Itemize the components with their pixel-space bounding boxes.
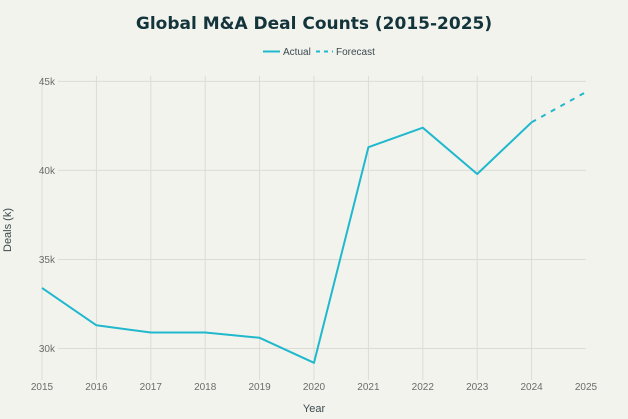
x-tick-label: 2025: [575, 382, 598, 393]
x-tick-label: 2015: [31, 382, 54, 393]
x-tick-label: 2016: [85, 382, 108, 393]
data-point-actual-2015[interactable]: [39, 285, 45, 291]
x-tick-label: 2020: [303, 382, 326, 393]
legend-label-forecast: Forecast: [336, 47, 375, 58]
legend-item-forecast[interactable]: Forecast: [316, 47, 375, 58]
data-point-actual-2020[interactable]: [311, 360, 317, 366]
y-tick-label: 30k: [39, 344, 56, 355]
data-point-actual-2017[interactable]: [148, 329, 154, 335]
x-tick-label: 2022: [412, 382, 435, 393]
data-point-actual-2016[interactable]: [93, 322, 99, 328]
data-point-actual-2019[interactable]: [257, 335, 263, 341]
data-point-actual-2018[interactable]: [202, 329, 208, 335]
y-axis-ticks: 30k 35k 40k 45k: [39, 77, 56, 355]
chart-title: Global M&A Deal Counts (2015-2025): [136, 14, 492, 34]
data-point-forecast-2024[interactable]: [529, 119, 535, 125]
x-tick-label: 2018: [194, 382, 217, 393]
series-layer: [39, 89, 589, 366]
x-axis-ticks: 2015 2016 2017 2018 2019 2020 2021 2022 2023 2024…: [31, 382, 598, 393]
legend-item-actual[interactable]: Actual: [263, 47, 311, 58]
y-tick-label: 35k: [39, 255, 56, 266]
x-tick-label: 2021: [357, 382, 380, 393]
x-tick-label: 2023: [466, 382, 489, 393]
data-point-actual-2021[interactable]: [365, 144, 371, 150]
x-tick-label: 2024: [520, 382, 543, 393]
data-point-forecast-2025[interactable]: [583, 89, 589, 95]
legend: Actual Forecast: [263, 47, 375, 58]
data-point-actual-2022[interactable]: [420, 125, 426, 131]
x-tick-label: 2019: [248, 382, 271, 393]
x-tick-label: 2017: [140, 382, 163, 393]
x-axis-title: Year: [303, 403, 326, 415]
y-tick-label: 40k: [39, 166, 56, 177]
y-axis-title: Deals (k): [2, 208, 14, 252]
data-point-actual-2023[interactable]: [474, 171, 480, 177]
y-gridlines: [58, 80, 586, 350]
legend-label-actual: Actual: [283, 47, 311, 58]
y-tick-label: 45k: [39, 77, 56, 88]
series-line-actual[interactable]: [41, 121, 533, 364]
x-gridlines: [41, 76, 533, 380]
